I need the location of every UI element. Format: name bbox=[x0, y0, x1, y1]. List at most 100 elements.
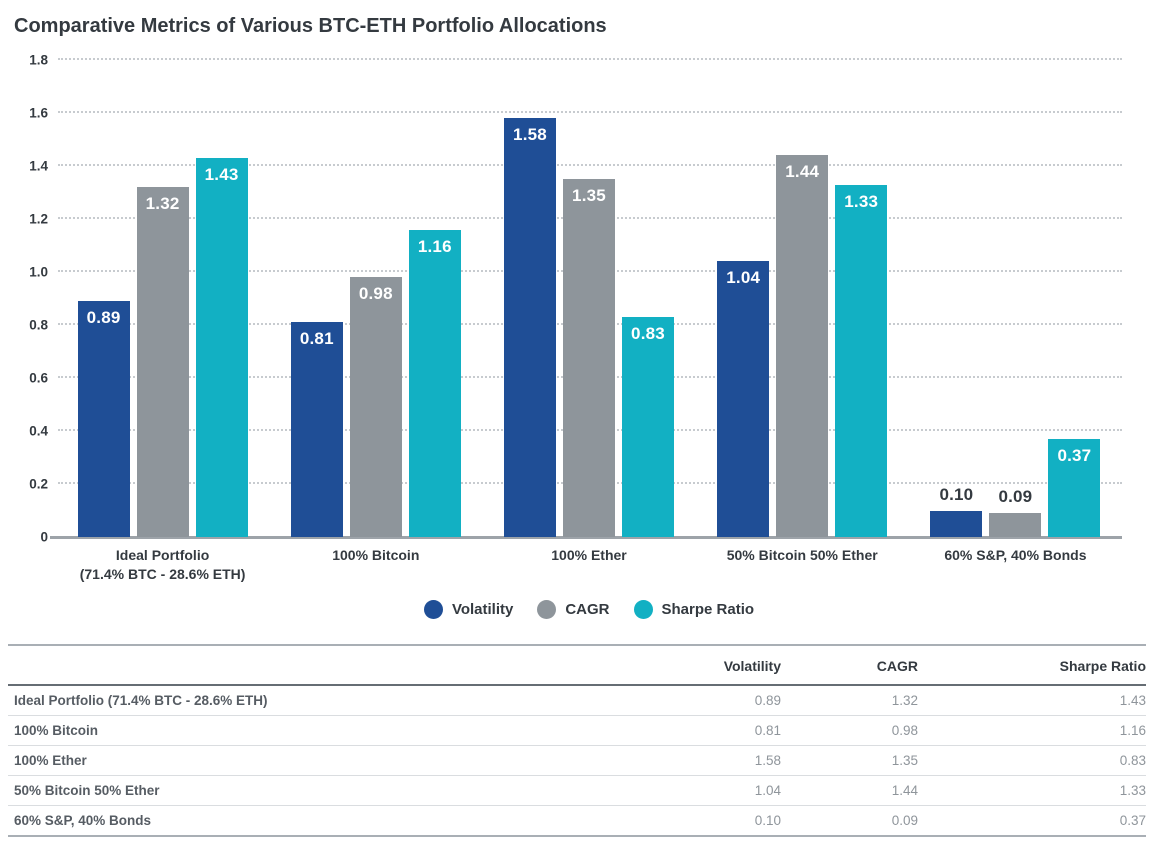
bar-cagr: 1.44 bbox=[776, 155, 829, 537]
bar-group: 0.81 0.98 1.16 bbox=[269, 60, 482, 537]
bar-sharpe-ratio: 1.33 bbox=[835, 184, 888, 537]
table-row: 100% Ether 1.58 1.35 0.83 bbox=[8, 745, 1146, 776]
value-cell: 0.98 bbox=[781, 715, 918, 746]
value-cell: 1.04 bbox=[608, 775, 781, 806]
page-title: Comparative Metrics of Various BTC-ETH P… bbox=[14, 15, 607, 37]
value-cell: 0.81 bbox=[608, 715, 781, 746]
row-label-cell: 100% Ether bbox=[8, 745, 608, 776]
value-cell: 0.10 bbox=[608, 805, 781, 836]
bar-cagr: 1.35 bbox=[563, 179, 615, 537]
bar-cagr: 0.98 bbox=[349, 277, 402, 537]
bar-value-label: 0.89 bbox=[86, 308, 121, 328]
y-tick-label: 0.2 bbox=[29, 476, 48, 492]
bar-value-label: 1.43 bbox=[204, 165, 239, 185]
table-row: Ideal Portfolio (71.4% BTC - 28.6% ETH) 0… bbox=[8, 685, 1146, 716]
bar-volatility: 1.58 bbox=[504, 118, 556, 537]
value-cell: 1.44 bbox=[781, 775, 918, 806]
bar-value-label: 1.04 bbox=[726, 268, 761, 288]
bar-value-label: 1.32 bbox=[145, 194, 180, 214]
bar-value-label: 0.10 bbox=[939, 484, 974, 504]
y-tick-label: 0.6 bbox=[29, 370, 48, 386]
legend-dot-icon bbox=[423, 600, 443, 619]
bar-value-label: 1.44 bbox=[785, 162, 820, 182]
y-axis: 1.8 1.6 1.4 1.2 1.0 0.8 0.6 0.4 0.2 0 bbox=[12, 53, 56, 545]
bar-group: 0.89 1.32 1.43 bbox=[56, 60, 269, 537]
legend-label: Sharpe Ratio bbox=[661, 601, 755, 618]
table-header-cell: Volatility bbox=[608, 645, 781, 686]
bar-chart: 1.8 1.6 1.4 1.2 1.0 0.8 0.6 0.4 0.2 0 0.89 1.32 1.4… bbox=[12, 53, 1122, 545]
table-body: Ideal Portfolio (71.4% BTC - 28.6% ETH) 0… bbox=[8, 685, 1146, 836]
bar-sharpe-ratio: 1.16 bbox=[408, 229, 461, 537]
bar-group: 1.04 1.44 1.33 bbox=[696, 60, 909, 537]
y-tick-label: 0 bbox=[40, 529, 48, 545]
gridline bbox=[58, 111, 1122, 113]
table-header-cell bbox=[8, 645, 608, 686]
y-tick-label: 1.4 bbox=[29, 158, 48, 174]
bar-value-label: 1.16 bbox=[417, 236, 452, 256]
legend-label: Volatility bbox=[451, 601, 514, 618]
value-cell: 1.58 bbox=[608, 745, 781, 776]
legend-item-cagr: CAGR bbox=[537, 600, 610, 619]
bar-value-label: 1.35 bbox=[572, 186, 606, 206]
plot-area: 0.89 1.32 1.43 0.81 0.98 1.16 1.58 1.35 0.83 1.04… bbox=[50, 58, 1122, 539]
legend-item-sharpe-ratio: Sharpe Ratio bbox=[633, 600, 755, 619]
bar-group: 0.10 0.09 0.37 bbox=[909, 60, 1122, 537]
bar-cagr: 1.32 bbox=[136, 187, 189, 537]
bar-groups: 0.89 1.32 1.43 0.81 0.98 1.16 1.58 1.35 0.83 1.04… bbox=[56, 60, 1122, 537]
bar-value-label: 0.09 bbox=[998, 487, 1033, 507]
x-axis-label: 100% Bitcoin bbox=[332, 547, 420, 563]
legend-label: CAGR bbox=[565, 601, 610, 618]
metrics-table: Volatility CAGR Sharpe Ratio Ideal Portfol… bbox=[8, 644, 1146, 837]
value-cell: 0.09 bbox=[781, 805, 918, 836]
value-cell: 0.37 bbox=[918, 805, 1146, 836]
x-axis-label: Ideal Portfolio (71.4% BTC - 28.6% ETH) bbox=[79, 547, 246, 582]
bar-sharpe-ratio: 1.43 bbox=[195, 158, 248, 537]
bar-volatility: 0.89 bbox=[77, 301, 130, 537]
bar-value-label: 1.58 bbox=[513, 125, 547, 145]
gridline bbox=[58, 164, 1122, 166]
bar-value-label: 0.83 bbox=[631, 324, 665, 344]
bar-sharpe-ratio: 0.83 bbox=[622, 317, 674, 537]
bar-value-label: 0.98 bbox=[358, 284, 393, 304]
row-label-cell: 100% Bitcoin bbox=[8, 715, 608, 746]
x-axis-baseline bbox=[50, 536, 1122, 539]
row-label-cell: Ideal Portfolio (71.4% BTC - 28.6% ETH) bbox=[14, 693, 268, 708]
value-cell: 1.43 bbox=[1119, 693, 1146, 708]
row-label-cell: 50% Bitcoin 50% Ether bbox=[8, 775, 608, 806]
value-cell: 1.33 bbox=[918, 775, 1146, 806]
bar-volatility: 1.04 bbox=[717, 261, 770, 537]
value-cell: 1.35 bbox=[781, 745, 918, 776]
x-axis-label: 60% S&P, 40% Bonds bbox=[944, 547, 1087, 563]
y-tick-label: 0.8 bbox=[29, 317, 48, 333]
table-header-cell: Sharpe Ratio bbox=[918, 645, 1146, 686]
x-axis-label: 50% Bitcoin 50% Ether bbox=[726, 547, 878, 563]
y-tick-label: 1.8 bbox=[29, 52, 48, 68]
x-axis-labels: Ideal Portfolio (71.4% BTC - 28.6% ETH) 1… bbox=[56, 537, 1122, 584]
y-tick-label: 1.0 bbox=[29, 264, 48, 280]
bar-value-label: 0.37 bbox=[1057, 445, 1092, 465]
row-label-cell: 60% S&P, 40% Bonds bbox=[8, 805, 608, 836]
value-cell: 1.16 bbox=[918, 715, 1146, 746]
bar-value-label: 1.33 bbox=[844, 191, 879, 211]
legend-dot-icon bbox=[633, 600, 653, 619]
table-row: 50% Bitcoin 50% Ether 1.04 1.44 1.33 bbox=[8, 775, 1146, 806]
table-row: 100% Bitcoin 0.81 0.98 1.16 bbox=[8, 715, 1146, 746]
table-header-cell: CAGR bbox=[781, 645, 918, 686]
bar-sharpe-ratio: 0.37 bbox=[1048, 438, 1101, 537]
legend-dot-icon bbox=[537, 600, 557, 619]
table-header-row: Volatility CAGR Sharpe Ratio bbox=[8, 645, 1146, 686]
bar-cagr: 0.09 bbox=[989, 487, 1042, 537]
x-axis-label: 100% Ether bbox=[551, 547, 627, 563]
value-cell: 1.32 bbox=[891, 693, 918, 708]
value-cell: 0.83 bbox=[918, 745, 1146, 776]
y-tick-label: 1.6 bbox=[29, 105, 48, 121]
bar-volatility: 0.10 bbox=[930, 485, 983, 537]
legend: Volatility CAGR Sharpe Ratio bbox=[56, 600, 1122, 619]
legend-item-volatility: Volatility bbox=[423, 600, 514, 619]
gridline bbox=[58, 58, 1122, 60]
table-row: 60% S&P, 40% Bonds 0.10 0.09 0.37 bbox=[8, 805, 1146, 836]
value-cell: 0.89 bbox=[754, 693, 781, 708]
bar-group: 1.58 1.35 0.83 bbox=[482, 60, 695, 537]
y-tick-label: 1.2 bbox=[29, 211, 48, 227]
y-tick-label: 0.4 bbox=[29, 423, 48, 439]
